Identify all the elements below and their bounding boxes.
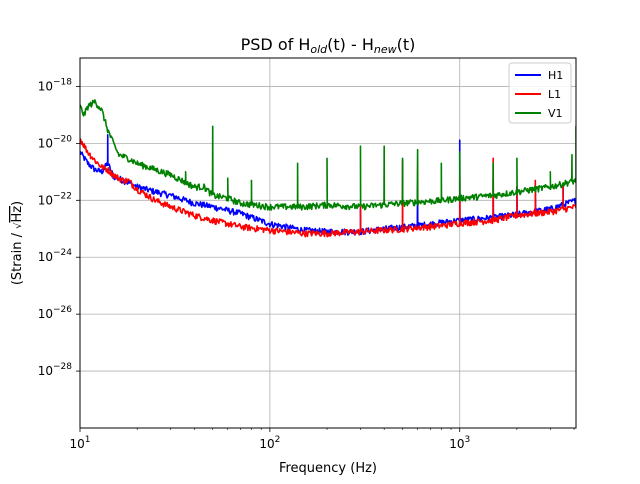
y-tick-label: 10−18 [38,77,73,93]
y-label-radicand: Hz [10,206,25,223]
y-tick-label: 10−20 [38,134,73,150]
title-prefix: PSD of H [241,35,311,54]
chart-title: PSD of Hold(t) - Hnew(t) [241,35,416,56]
y-tick-label: 10−28 [38,362,73,378]
y-label-radical: √ [13,222,24,229]
plot-frame [79,57,577,429]
x-tick-label: 101 [69,435,90,451]
y-tick-label: 10−22 [38,191,72,207]
title-sub-old: old [310,43,328,56]
x-axis-label: Frequency (Hz) [279,461,377,476]
y-label-suffix: ) [10,201,25,206]
legend-label-v1: V1 [548,107,563,120]
y-label-prefix: (Strain / [10,229,25,285]
series-line-l1 [80,138,576,238]
x-tick-label: 103 [449,435,470,451]
plot-background [80,58,576,428]
legend-label-h1: H1 [548,69,563,82]
title-middle: (t) - H [327,35,374,54]
axis-ticks: 101 102 103 10−28 10−26 10−24 10−22 10−20 10−18 [38,77,575,451]
series-v1 [80,99,576,211]
y-axis-label: (Strain / √Hz) [10,201,25,285]
title-sub-new: new [374,43,397,56]
plot-area: 101 102 103 10−28 10−26 10−24 10−22 10−20 10−18 [38,57,577,451]
legend: H1 L1 V1 [508,62,572,124]
series-line-v1 [80,99,576,211]
y-tick-label: 10−24 [38,248,73,264]
y-tick-label: 10−26 [38,305,73,321]
title-suffix: (t) [397,35,416,54]
legend-label-l1: L1 [548,88,561,101]
series-l1 [80,138,576,238]
x-tick-label: 102 [259,435,280,451]
series-layer [80,99,576,238]
